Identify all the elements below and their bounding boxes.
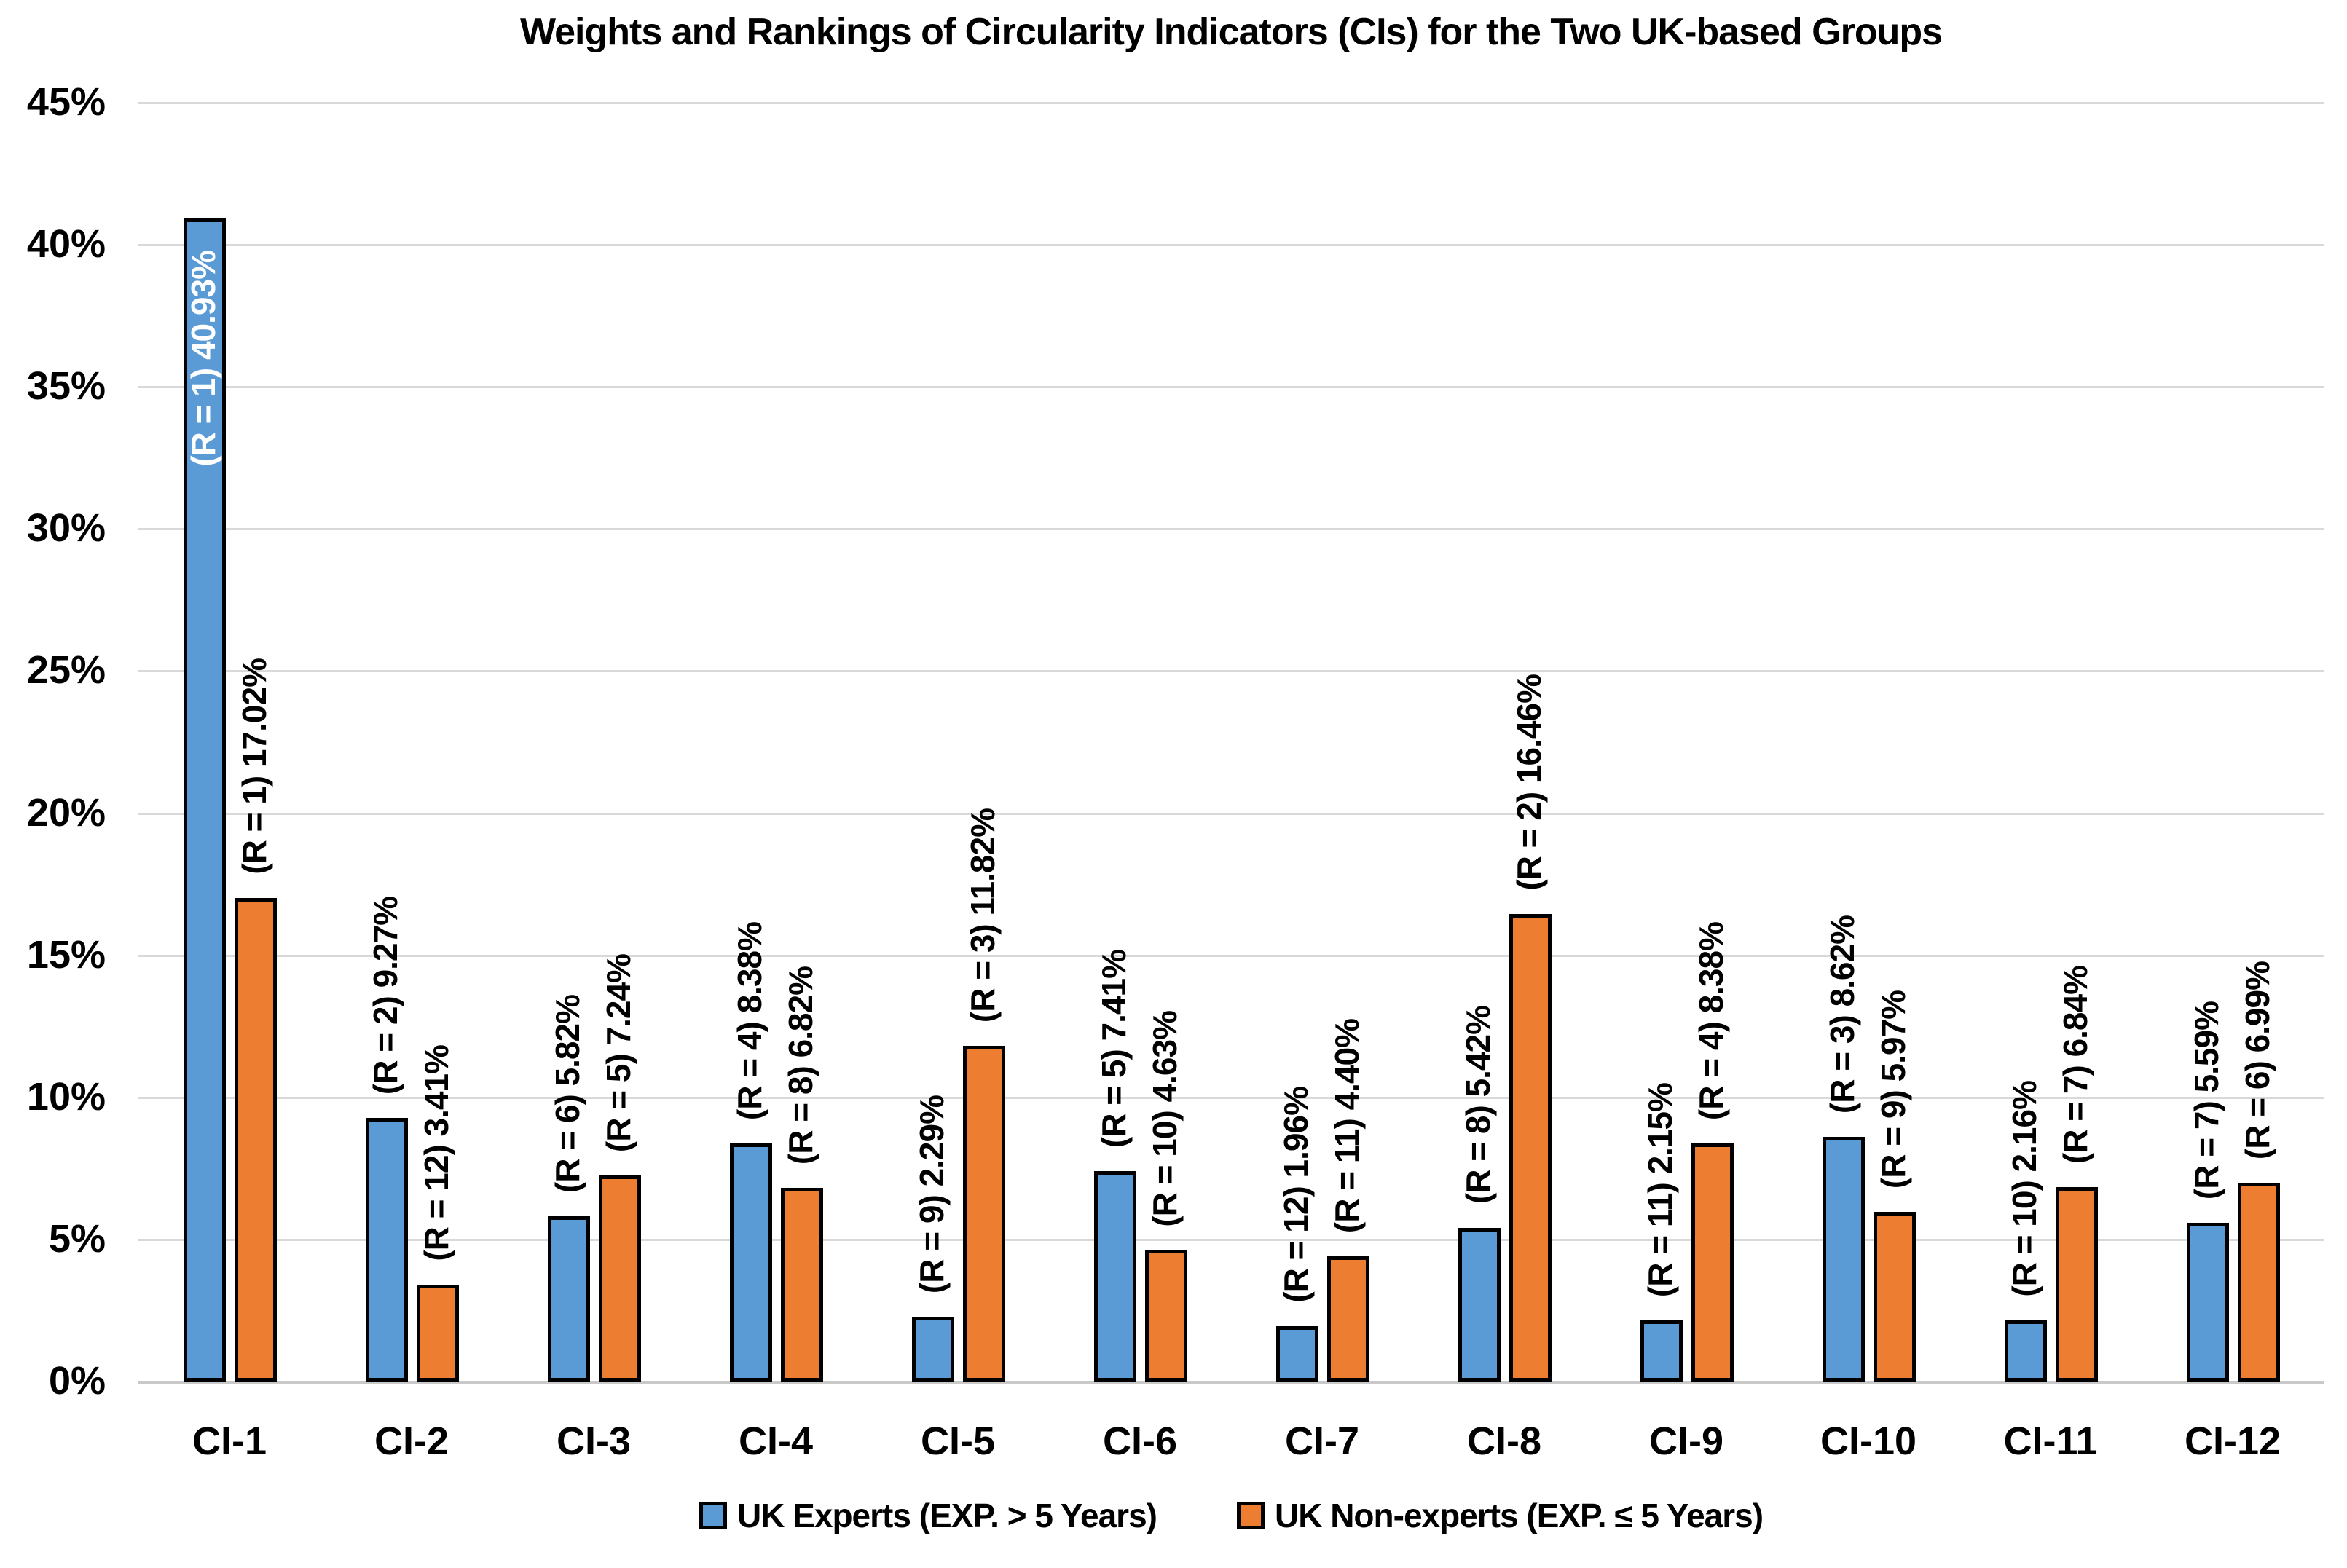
bar-value-label: (R = 11) 2.15% (1641, 1082, 1679, 1298)
y-tick-label: 10% (26, 1074, 106, 1119)
gridline-35 (138, 386, 2324, 389)
x-tick-label-ci-2: CI-2 (374, 1419, 449, 1463)
bar-uk-experts-ci-11 (2005, 1320, 2047, 1382)
bar-value-label: (R = 12) 1.96% (1277, 1086, 1315, 1303)
y-tick-label: 35% (26, 364, 106, 409)
bar-value-label: (R = 5) 7.41% (1095, 949, 1133, 1148)
bar-uk-non-experts-ci-5 (963, 1045, 1005, 1382)
bar-value-label: (R = 8) 6.82% (782, 966, 819, 1165)
y-tick-label: 20% (26, 790, 106, 835)
bar-uk-non-experts-ci-11 (2056, 1187, 2098, 1382)
y-tick-label: 25% (26, 648, 106, 693)
bar-value-label: (R = 9) 2.29% (913, 1095, 951, 1293)
bar-value-label: (R = 6) 5.82% (549, 994, 586, 1193)
y-tick-label: 15% (26, 932, 106, 977)
x-tick-label-ci-1: CI-1 (192, 1419, 267, 1463)
x-tick-label-ci-11: CI-11 (2003, 1419, 2098, 1463)
x-tick-label-ci-5: CI-5 (920, 1419, 995, 1463)
bar-uk-non-experts-ci-7 (1327, 1256, 1369, 1382)
bar-value-label: (R = 8) 5.42% (1459, 1006, 1497, 1205)
bar-uk-experts-ci-6 (1094, 1170, 1136, 1382)
bar-uk-experts-ci-7 (1276, 1325, 1318, 1382)
bar-value-label: (R = 1) 40.93% (184, 250, 222, 467)
y-tick-label: 0% (48, 1359, 106, 1403)
gridline-30 (138, 528, 2324, 531)
x-tick-label-ci-12: CI-12 (2184, 1419, 2281, 1463)
gridline-10 (138, 1096, 2324, 1099)
y-tick-label: 5% (48, 1216, 106, 1261)
bar-value-label: (R = 11) 4.40% (1328, 1019, 1366, 1234)
bar-uk-non-experts-ci-2 (417, 1284, 459, 1382)
y-tick-label: 30% (26, 506, 106, 551)
bar-value-label: (R = 10) 4.63% (1146, 1010, 1184, 1227)
bar-uk-non-experts-ci-8 (1509, 913, 1552, 1382)
bar-value-label: (R = 7) 5.59% (2187, 1001, 2225, 1199)
y-tick-label: 40% (26, 222, 106, 267)
bar-uk-non-experts-ci-9 (1691, 1143, 1734, 1382)
bar-value-label: (R = 10) 2.16% (2005, 1081, 2043, 1297)
gridline-5 (138, 1238, 2324, 1241)
bar-uk-experts-ci-8 (1458, 1227, 1501, 1382)
gridline-45 (138, 102, 2324, 104)
legend: UK Experts (EXP. > 5 Years) UK Non-exper… (138, 1496, 2324, 1535)
bar-uk-experts-ci-10 (1823, 1136, 1865, 1382)
bar-value-label: (R = 4) 8.38% (1692, 921, 1730, 1120)
x-tick-label-ci-3: CI-3 (556, 1419, 631, 1463)
bar-uk-experts-ci-1 (184, 218, 226, 1382)
gridline-0 (138, 1381, 2324, 1384)
bar-value-label: (R = 7) 6.84% (2056, 966, 2094, 1165)
bar-uk-non-experts-ci-1 (235, 897, 277, 1382)
bar-uk-non-experts-ci-12 (2238, 1183, 2280, 1382)
legend-swatch-uk-experts (699, 1502, 727, 1529)
bar-uk-experts-ci-9 (1640, 1320, 1683, 1382)
x-tick-label-ci-8: CI-8 (1466, 1419, 1541, 1463)
legend-item-uk-experts: UK Experts (EXP. > 5 Years) (699, 1496, 1157, 1535)
x-tick-label-ci-9: CI-9 (1648, 1419, 1723, 1463)
chart-title: Weights and Rankings of Circularity Indi… (519, 11, 1943, 53)
legend-swatch-uk-non-experts (1236, 1502, 1265, 1529)
bar-value-label: (R = 9) 5.97% (1874, 990, 1912, 1189)
bar-value-label: (R = 3) 11.82% (964, 808, 1002, 1023)
gridline-15 (138, 954, 2324, 957)
bar-value-label: (R = 4) 8.38% (731, 921, 768, 1120)
bar-uk-experts-ci-3 (548, 1216, 590, 1382)
bar-value-label: (R = 5) 7.24% (599, 954, 637, 1153)
legend-item-uk-non-experts: UK Non-experts (EXP. ≤ 5 Years) (1236, 1496, 1764, 1535)
x-tick-label-ci-4: CI-4 (738, 1419, 813, 1463)
y-tick-label: 45% (26, 80, 106, 124)
legend-label-uk-experts: UK Experts (EXP. > 5 Years) (736, 1497, 1157, 1534)
bar-uk-non-experts-ci-4 (781, 1187, 823, 1382)
bar-value-label: (R = 2) 16.46% (1510, 674, 1548, 891)
x-tick-label-ci-6: CI-6 (1102, 1419, 1177, 1463)
bar-value-label: (R = 12) 3.41% (417, 1045, 455, 1261)
gridline-40 (138, 244, 2324, 247)
bar-uk-experts-ci-2 (366, 1118, 408, 1382)
bar-value-label: (R = 3) 8.62% (1823, 915, 1861, 1114)
x-tick-label-ci-7: CI-7 (1284, 1419, 1359, 1463)
bar-uk-experts-ci-4 (730, 1143, 772, 1382)
bar-value-label: (R = 2) 9.27% (366, 897, 404, 1095)
bar-value-label: (R = 1) 17.02% (235, 658, 273, 875)
bar-uk-experts-ci-12 (2187, 1222, 2229, 1382)
legend-label-uk-non-experts: UK Non-experts (EXP. ≤ 5 Years) (1274, 1497, 1764, 1534)
bar-value-label: (R = 6) 6.99% (2238, 961, 2276, 1160)
gridline-20 (138, 812, 2324, 815)
bar-uk-non-experts-ci-10 (1874, 1212, 1916, 1382)
plot-area: (R = 1) 40.93% (R = 2) 9.27% (R = 6) 5.82%… (138, 102, 2324, 1384)
x-tick-label-ci-10: CI-10 (1820, 1419, 1917, 1463)
bar-uk-experts-ci-5 (912, 1316, 954, 1382)
bar-uk-non-experts-ci-3 (599, 1175, 641, 1382)
bar-uk-non-experts-ci-6 (1145, 1250, 1187, 1382)
gridline-25 (138, 670, 2324, 673)
